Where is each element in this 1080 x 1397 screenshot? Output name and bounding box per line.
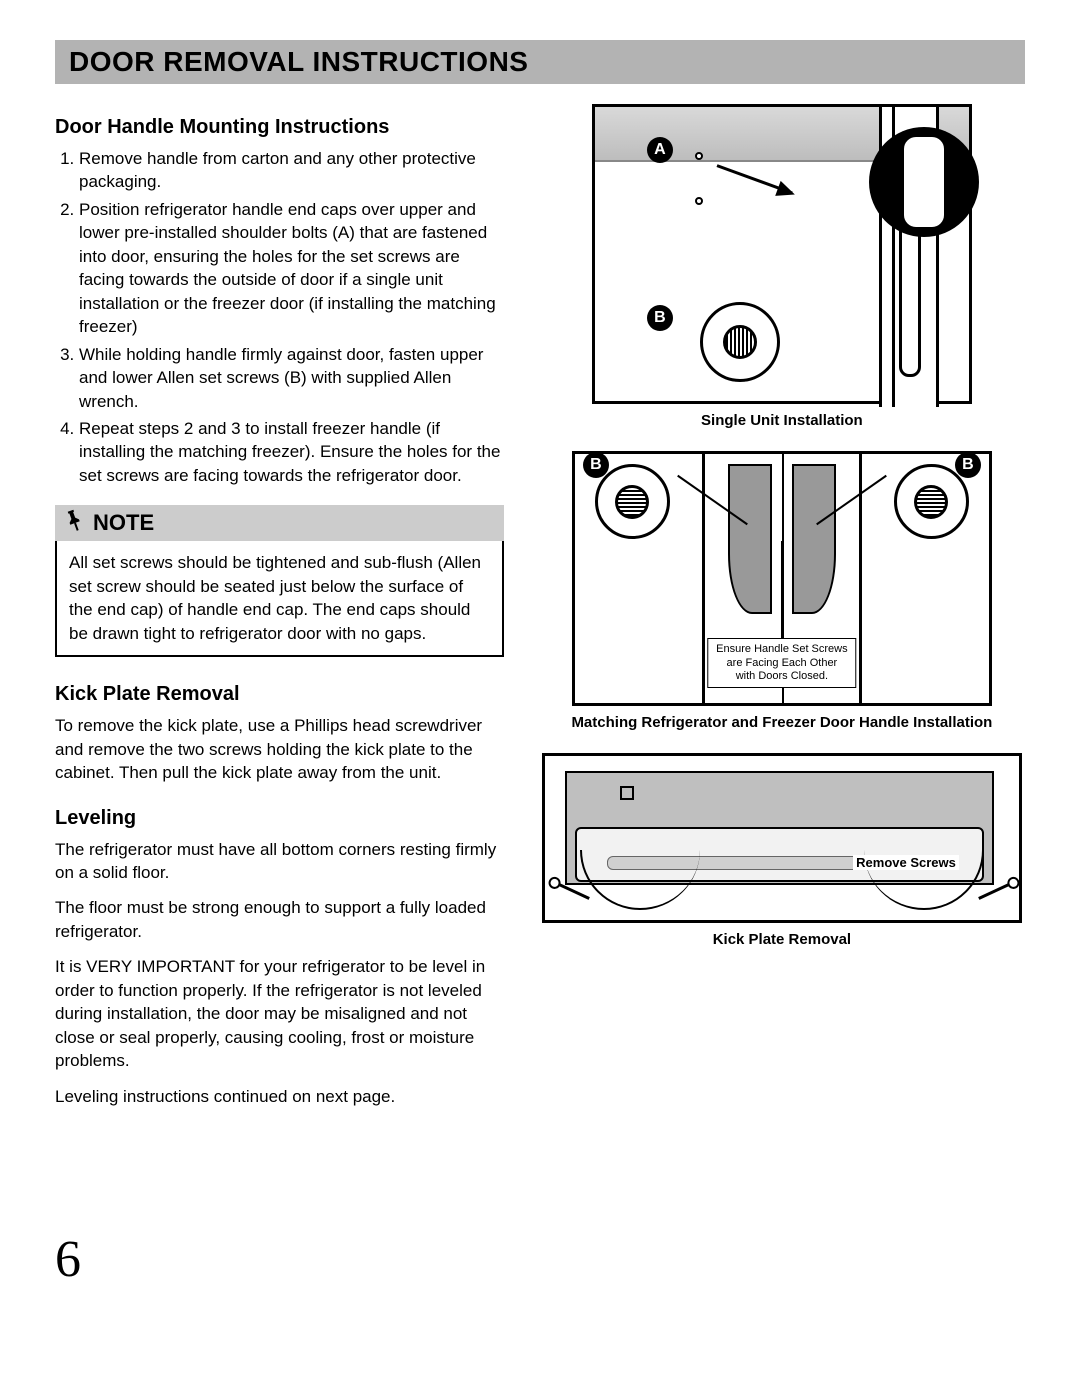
handle-step: Repeat steps 2 and 3 to install freezer … <box>79 417 504 487</box>
level-heading: Leveling <box>55 807 504 830</box>
fig2-handle-right <box>792 464 836 614</box>
note-body: All set screws should be tightened and s… <box>55 541 504 657</box>
handle-steps-list: Remove handle from carton and any other … <box>55 147 504 487</box>
handle-step: While holding handle firmly against door… <box>79 343 504 413</box>
fig1-arrow-icon <box>707 164 792 220</box>
fig1-zoom-circle <box>700 302 780 382</box>
fig2-inner-label: Ensure Handle Set Screws are Facing Each… <box>707 638 856 688</box>
section-title: DOOR REMOVAL INSTRUCTIONS <box>69 46 1011 78</box>
fig2-zoom-left <box>595 464 670 539</box>
badge-a: A <box>647 137 673 163</box>
fig2-label-l2: are Facing Each Other <box>727 657 838 669</box>
level-p2: The floor must be strong enough to suppo… <box>55 896 504 943</box>
pin-icon <box>61 507 89 540</box>
fig1-caption: Single Unit Installation <box>539 412 1025 429</box>
kick-heading: Kick Plate Removal <box>55 683 504 706</box>
handle-step: Remove handle from carton and any other … <box>79 147 504 194</box>
note-label: NOTE <box>93 510 154 536</box>
figure-single-unit: A B <box>592 104 972 404</box>
badge-b: B <box>647 305 673 331</box>
fig3-square-icon <box>620 786 634 800</box>
fig2-zoom-right <box>894 464 969 539</box>
level-p1: The refrigerator must have all bottom co… <box>55 838 504 885</box>
level-p4: Leveling instructions continued on next … <box>55 1085 504 1108</box>
figure-matching-install: B B Ensure Handle Set Screws are Facing … <box>572 451 992 706</box>
handle-step: Position refrigerator handle end caps ov… <box>79 198 504 339</box>
page-number: 6 <box>55 1230 1025 1289</box>
manual-page: DOOR REMOVAL INSTRUCTIONS Door Handle Mo… <box>0 0 1080 1319</box>
kick-body: To remove the kick plate, use a Phillips… <box>55 714 504 784</box>
fig2-handle-left <box>728 464 772 614</box>
note-header: NOTE <box>55 505 504 541</box>
fig1-callout-handle <box>869 127 979 237</box>
fig3-caption: Kick Plate Removal <box>539 931 1025 948</box>
section-title-bar: DOOR REMOVAL INSTRUCTIONS <box>55 40 1025 84</box>
fig3-remove-label: Remove Screws <box>853 855 959 870</box>
level-p3: It is VERY IMPORTANT for your refrigerat… <box>55 955 504 1072</box>
badge-b-left: B <box>583 452 609 478</box>
fig2-label-l3: with Doors Closed. <box>736 670 828 682</box>
right-column: A B Single Unit Installation B B Ensure … <box>539 104 1025 1120</box>
two-column-layout: Door Handle Mounting Instructions Remove… <box>55 104 1025 1120</box>
fig1-bolt-a2 <box>695 197 703 205</box>
badge-b-right: B <box>955 452 981 478</box>
fig2-leader-line <box>781 541 783 641</box>
fig1-bolt-a <box>695 152 703 160</box>
figure-kick-plate: Remove Screws <box>542 753 1022 923</box>
handle-heading: Door Handle Mounting Instructions <box>55 116 504 139</box>
fig2-caption: Matching Refrigerator and Freezer Door H… <box>539 714 1025 731</box>
left-column: Door Handle Mounting Instructions Remove… <box>55 104 504 1120</box>
fig3-arrow-left <box>580 850 700 910</box>
fig2-label-l1: Ensure Handle Set Screws <box>716 643 847 655</box>
